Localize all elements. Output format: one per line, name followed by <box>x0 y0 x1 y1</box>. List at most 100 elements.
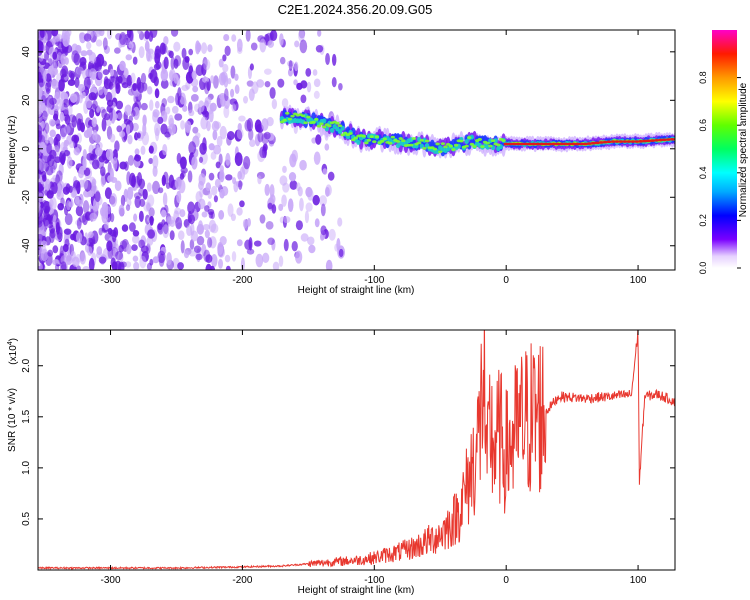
noise-blob <box>240 257 245 270</box>
noise-blob <box>219 169 225 183</box>
colorbar-tick-label: 0.0 <box>698 262 708 275</box>
noise-blob <box>190 230 199 242</box>
noise-blob <box>210 75 215 84</box>
noise-blob <box>157 223 163 231</box>
noise-blob <box>70 250 76 262</box>
noise-blob <box>107 227 113 235</box>
noise-blob <box>222 63 229 73</box>
noise-blob <box>246 248 255 255</box>
signal-mark <box>469 142 475 146</box>
noise-blob <box>299 197 304 212</box>
noise-blob <box>60 141 66 154</box>
noise-blob <box>208 172 215 181</box>
noise-blob <box>162 143 168 156</box>
noise-blob <box>59 97 64 112</box>
signal-mark <box>395 139 401 143</box>
noise-blob <box>218 210 225 220</box>
noise-blob <box>66 30 72 37</box>
noise-blob <box>98 30 105 37</box>
noise-blob <box>175 216 183 230</box>
noise-blob <box>264 80 271 88</box>
noise-blob <box>158 187 164 194</box>
noise-blob <box>60 261 67 270</box>
noise-blob <box>119 60 126 72</box>
noise-blob <box>170 56 175 71</box>
noise-blob <box>184 120 192 131</box>
noise-blob <box>218 92 227 100</box>
noise-blob <box>269 31 274 41</box>
signal-mark <box>290 114 295 118</box>
noise-blob <box>188 214 196 225</box>
noise-blob <box>173 41 181 52</box>
noise-blob <box>80 50 88 57</box>
noise-blob <box>88 92 97 101</box>
noise-blob <box>271 204 277 214</box>
noise-blob <box>44 133 49 144</box>
signal-peak-mark <box>622 140 628 143</box>
signal-mark <box>409 143 414 147</box>
noise-blob <box>230 65 236 79</box>
noise-blob <box>264 68 272 75</box>
noise-blob <box>293 79 298 86</box>
noise-blob <box>158 253 165 267</box>
noise-blob <box>126 243 132 255</box>
signal-mark <box>435 142 440 146</box>
noise-blob <box>147 194 155 207</box>
noise-blob <box>120 194 126 207</box>
colorbar-tick-label: 0.2 <box>698 214 708 227</box>
noise-blob <box>152 165 158 177</box>
noise-blob <box>294 61 299 72</box>
signal-mark <box>311 120 316 124</box>
noise-blob <box>136 76 142 91</box>
signal-peak-mark <box>598 141 604 144</box>
noise-blob <box>131 109 136 117</box>
noise-blob <box>186 225 193 237</box>
signal-mark <box>314 117 319 121</box>
noise-blob <box>131 234 140 244</box>
noise-blob <box>49 196 57 211</box>
noise-blob <box>250 42 258 51</box>
signal-mark <box>424 139 430 143</box>
x-tick-label: 0 <box>503 275 509 286</box>
noise-blob <box>126 186 134 200</box>
noise-blob <box>299 159 307 171</box>
signal-peak-mark <box>626 140 632 143</box>
noise-blob <box>199 188 204 198</box>
noise-blob <box>269 184 275 198</box>
noise-blob <box>219 125 227 140</box>
noise-blob <box>40 248 49 262</box>
noise-blob <box>222 54 227 62</box>
noise-blob <box>62 186 70 195</box>
noise-blob <box>264 183 270 196</box>
noise-blob <box>152 180 160 195</box>
noise-blob <box>106 99 114 107</box>
noise-blob <box>195 132 201 139</box>
noise-blob <box>181 47 187 59</box>
noise-blob <box>160 123 168 135</box>
noise-blob <box>197 198 206 210</box>
noise-blob <box>154 88 160 99</box>
noise-blob <box>148 207 155 218</box>
noise-blob <box>187 201 195 215</box>
noise-blob <box>259 214 266 224</box>
noise-blob <box>88 257 95 270</box>
noise-blob <box>71 115 77 128</box>
noise-blob <box>68 201 74 208</box>
noise-blob <box>195 253 203 261</box>
signal-mark <box>480 145 485 148</box>
noise-blob <box>267 237 275 245</box>
noise-blob <box>148 157 154 165</box>
noise-blob <box>234 84 240 95</box>
noise-blob <box>95 71 103 81</box>
noise-blob <box>208 143 215 151</box>
noise-blob <box>105 91 113 103</box>
noise-blob <box>162 192 168 207</box>
noise-blob <box>62 34 70 47</box>
noise-blob <box>287 68 293 77</box>
noise-blob <box>295 220 303 231</box>
noise-blob <box>144 30 150 40</box>
snr-panel: -300 -200 -100 0 100 0.5 1.0 1.5 2.0 Height of … <box>7 329 676 596</box>
signal-mark <box>435 149 440 155</box>
noise-blob <box>279 56 286 65</box>
noise-blob <box>115 82 121 94</box>
